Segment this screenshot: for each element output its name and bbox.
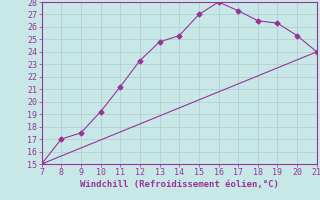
X-axis label: Windchill (Refroidissement éolien,°C): Windchill (Refroidissement éolien,°C) bbox=[80, 180, 279, 189]
